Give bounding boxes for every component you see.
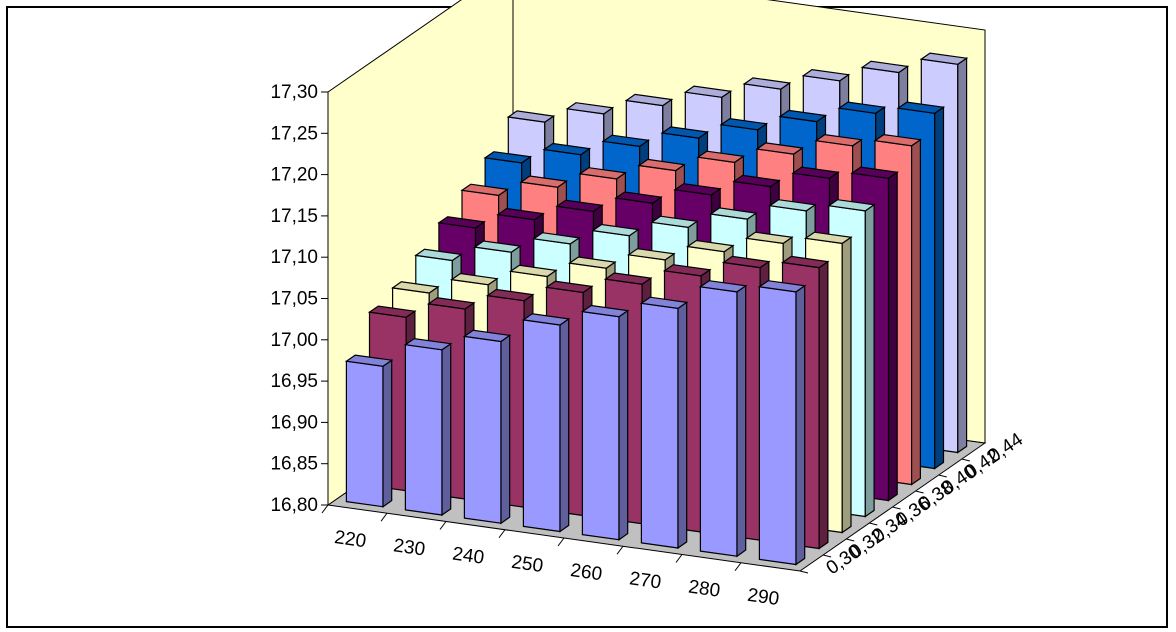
- bar: [462, 329, 512, 525]
- x-axis: 220 230 240 250 260 270 280 290: [321, 504, 780, 610]
- y-tick-label: 17,30: [270, 82, 318, 103]
- y-tick-label: 17,00: [270, 330, 318, 351]
- x-tick-label: 270: [628, 568, 662, 593]
- y-tick-label: 16,85: [270, 454, 318, 475]
- bar: [698, 280, 748, 558]
- y-tick-label: 17,10: [270, 247, 318, 268]
- y-tick-label: 16,80: [270, 495, 318, 516]
- bars: [344, 52, 969, 566]
- x-tick-label: 280: [687, 577, 721, 602]
- x-tick-label: 290: [746, 585, 780, 610]
- y-tick-label: 17,05: [270, 289, 318, 310]
- x-tick-label: 250: [510, 552, 544, 577]
- bar: [580, 304, 630, 541]
- bar: [344, 354, 394, 508]
- bar: [757, 280, 807, 566]
- y-tick-label: 17,25: [270, 123, 318, 144]
- bar: [403, 337, 453, 517]
- y-tick-label: 16,90: [270, 412, 318, 433]
- y-tick-label: 17,20: [270, 165, 318, 186]
- x-tick-label: 260: [569, 560, 603, 585]
- y-tick-label: 17,15: [270, 206, 318, 227]
- y-tick-label: 16,95: [270, 371, 318, 392]
- x-tick-label: 240: [451, 544, 485, 569]
- y-axis: 16,80 16,85 16,90 16,95 17,00 17,05 17,10 17,15…: [270, 82, 329, 516]
- bar: [639, 296, 689, 550]
- x-tick-label: 230: [392, 535, 426, 560]
- x-tick-label: 220: [333, 527, 367, 552]
- bar: [521, 313, 571, 533]
